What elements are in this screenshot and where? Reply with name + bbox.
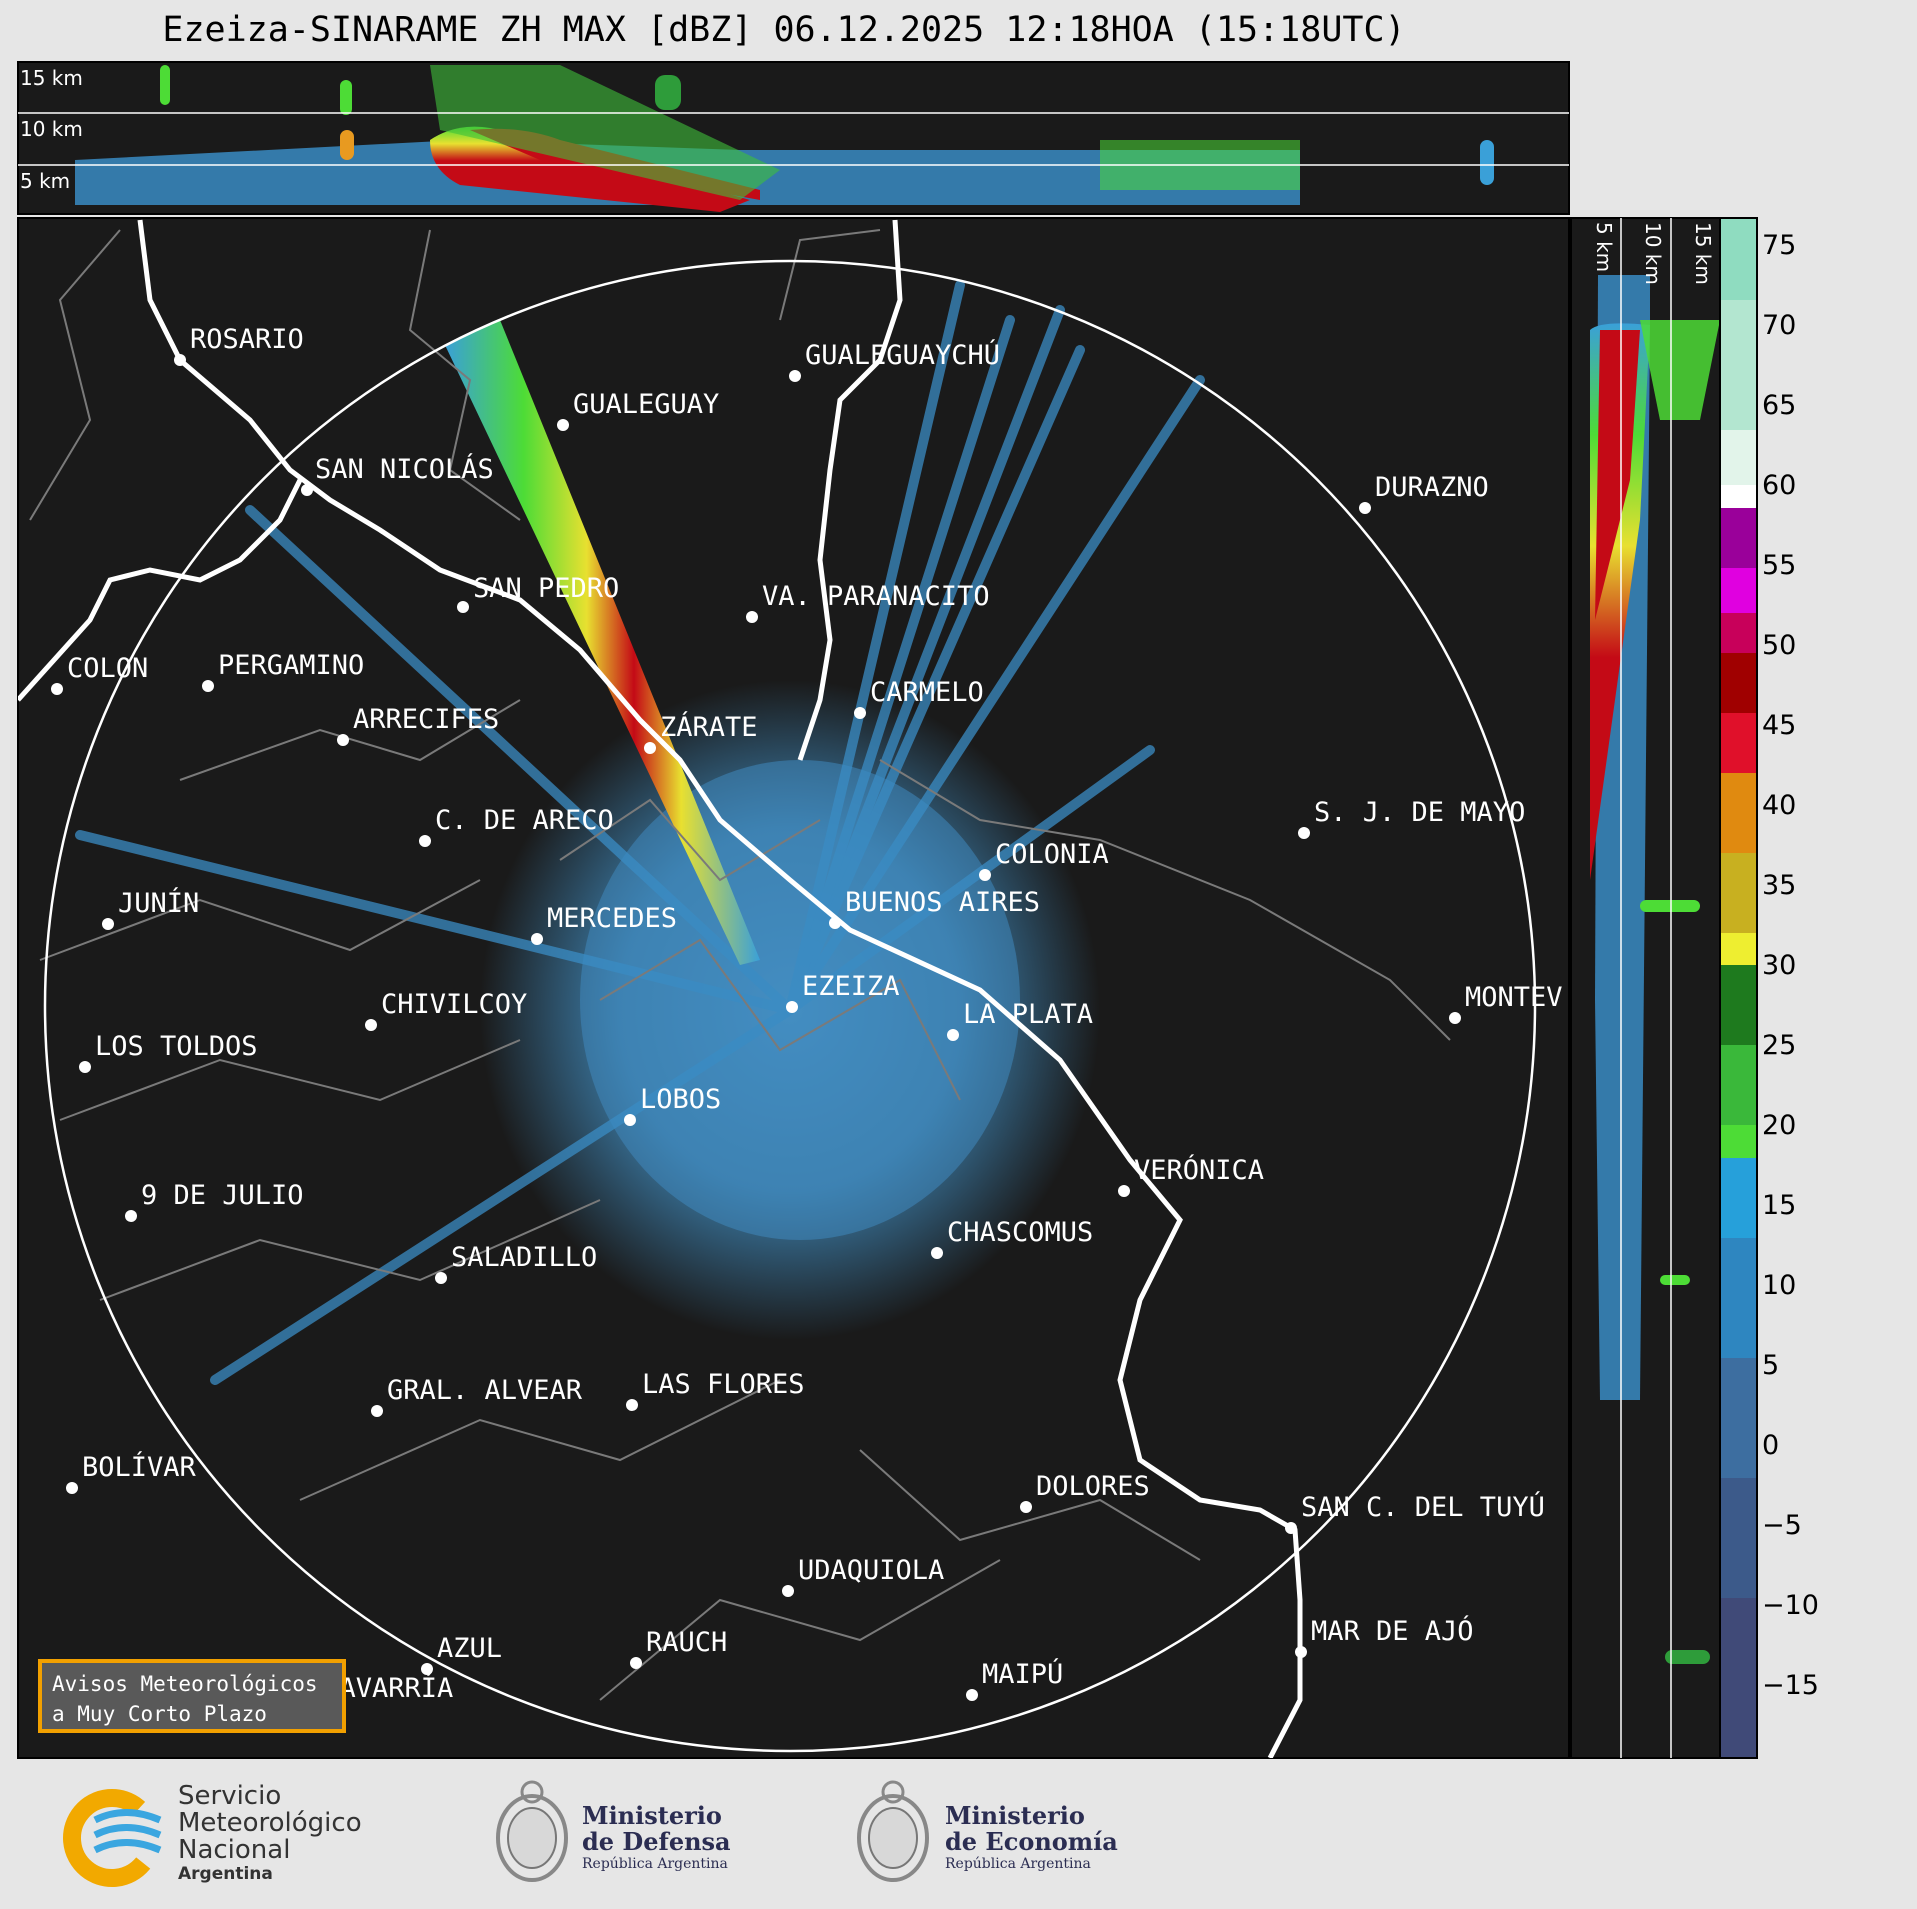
city-label: DOLORES (1036, 1471, 1150, 1502)
city-label: C. DE ARECO (435, 805, 614, 836)
smn-line2: Meteorológico (178, 1808, 362, 1838)
side-cross-section: 5 km 10 km 15 km (1570, 217, 1721, 1759)
smn-line3: Nacional (178, 1835, 291, 1865)
defensa-text: Ministerio de Defensa República Argentin… (582, 1803, 731, 1873)
colorbar-tick: −15 (1762, 1670, 1819, 1701)
colorbar-tick: 40 (1762, 790, 1796, 821)
city-label: LOBOS (640, 1084, 721, 1115)
city-label: DURAZNO (1375, 472, 1489, 503)
colorbar-tick: 5 (1762, 1350, 1779, 1381)
colorbar-tick: 70 (1762, 310, 1796, 341)
economia-emblem (857, 1780, 929, 1882)
city-label: CARMELO (870, 677, 984, 708)
city-label: JUNÍN (118, 887, 199, 919)
city-label: CHIVILCOY (381, 989, 527, 1020)
avisos-badge[interactable]: Avisos Meteorológicos a Muy Corto Plazo (38, 1659, 346, 1733)
economia-text: Ministerio de Economía República Argenti… (945, 1803, 1118, 1873)
city-label: CHASCOMUS (947, 1217, 1093, 1248)
top-level-15km: 15 km (20, 66, 83, 90)
city-label: SALADILLO (451, 1242, 597, 1273)
city-label: RAUCH (646, 1627, 727, 1658)
city-label: ZÁRATE (660, 711, 758, 743)
smn-line1: Servicio (178, 1781, 282, 1811)
city-label: ROSARIO (190, 324, 304, 355)
economia-line2: de Economía (945, 1827, 1118, 1856)
top-level-5km: 5 km (20, 169, 70, 193)
city-label: VERÓNICA (1134, 1154, 1264, 1186)
city-label: COLON (67, 653, 148, 684)
side-level-15km: 15 km (1691, 222, 1715, 285)
top-cross-section: 15 km 10 km 5 km (17, 61, 1570, 215)
city-label: PERGAMINO (218, 650, 364, 681)
colorbar-tick: 75 (1762, 230, 1796, 261)
city-label: GUALEGUAY (573, 389, 719, 420)
city-label: UDAQUIOLA (798, 1555, 944, 1586)
colorbar-tick: 60 (1762, 470, 1796, 501)
colorbar-tick: 10 (1762, 1270, 1796, 1301)
colorbar-tick: 45 (1762, 710, 1796, 741)
avisos-line1: Avisos Meteorológicos (52, 1672, 318, 1696)
city-label: COLONIA (995, 839, 1109, 870)
colorbar-tick: 0 (1762, 1430, 1779, 1461)
city-label: LOS TOLDOS (95, 1031, 258, 1062)
city-label: GRAL. ALVEAR (387, 1375, 583, 1406)
defensa-line3: República Argentina (582, 1856, 728, 1872)
defensa-emblem (496, 1780, 568, 1882)
economia-line1: Ministerio (945, 1801, 1085, 1830)
colorbar-tick: 65 (1762, 390, 1796, 421)
smn-logo (63, 1789, 162, 1887)
city-label: MONTEV (1465, 982, 1563, 1013)
colorbar: 75 70 65 60 55 50 45 40 35 30 25 20 15 1… (1719, 217, 1819, 1759)
city-label: GUALEGUAYCHÚ (805, 339, 1000, 371)
colorbar-tick: 15 (1762, 1190, 1796, 1221)
city-label: 9 DE JULIO (141, 1180, 304, 1211)
city-label: VA. PARANACITO (762, 581, 990, 612)
city-label: MAR DE AJÓ (1311, 1615, 1474, 1647)
ppi-map: ROSARIO GUALEGUAYCHÚ GUALEGUAY SAN NICOL… (17, 217, 1570, 1759)
colorbar-tick: −10 (1762, 1590, 1819, 1621)
colorbar-tick: 50 (1762, 630, 1796, 661)
city-label: MAIPÚ (982, 1658, 1063, 1690)
colorbar-tick: 25 (1762, 1030, 1796, 1061)
city-label: ARRECIFES (353, 704, 499, 735)
economia-line3: República Argentina (945, 1856, 1091, 1872)
top-level-10km: 10 km (20, 117, 83, 141)
colorbar-tick: 20 (1762, 1110, 1796, 1141)
colorbar-tick: 35 (1762, 870, 1796, 901)
chart-title: Ezeiza-SINARAME ZH MAX [dBZ] 06.12.2025 … (162, 10, 1406, 50)
colorbar-tick: 30 (1762, 950, 1796, 981)
colorbar-tick: −5 (1762, 1510, 1802, 1541)
city-label: LAS FLORES (642, 1369, 805, 1400)
range-ring (43, 259, 1537, 1753)
avisos-line2: a Muy Corto Plazo (52, 1702, 267, 1726)
city-label: AZUL (437, 1633, 502, 1664)
city-label: S. J. DE MAYO (1314, 797, 1525, 828)
side-level-10km: 10 km (1641, 222, 1665, 285)
side-level-5km: 5 km (1592, 222, 1616, 272)
city-label: BUENOS AIRES (845, 887, 1040, 918)
city-label: SAN NICOLÁS (315, 453, 494, 485)
defensa-line2: de Defensa (582, 1827, 731, 1856)
smn-text: Servicio Meteorológico Nacional Argentin… (178, 1781, 362, 1885)
strong-echo-beam (445, 320, 760, 965)
city-label: EZEIZA (802, 971, 900, 1002)
defensa-line1: Ministerio (582, 1801, 722, 1830)
city-label: SAN PEDRO (473, 573, 619, 604)
city-label: BOLÍVAR (82, 1451, 197, 1483)
city-label: LA PLATA (963, 999, 1093, 1030)
city-label: MERCEDES (547, 903, 677, 934)
city-label: SAN C. DEL TUYÚ (1301, 1491, 1545, 1523)
smn-line4: Argentina (178, 1864, 273, 1884)
colorbar-tick: 55 (1762, 550, 1796, 581)
